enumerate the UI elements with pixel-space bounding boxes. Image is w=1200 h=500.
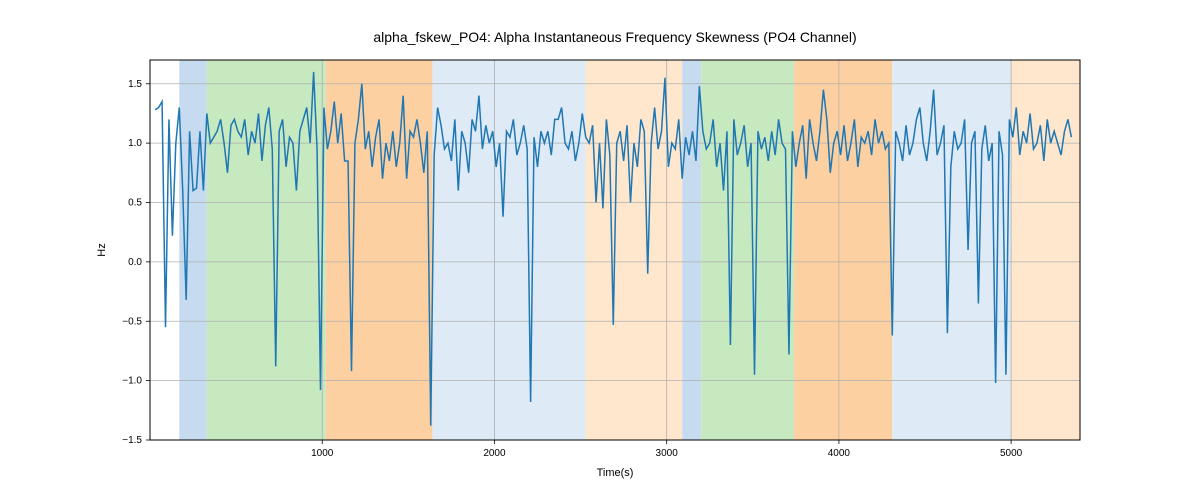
chart-title: alpha_fskew_PO4: Alpha Instantaneous Fre… bbox=[373, 29, 856, 45]
y-tick-label: −1.5 bbox=[122, 435, 142, 446]
y-tick-label: 0.5 bbox=[128, 198, 142, 209]
band-9 bbox=[1011, 60, 1080, 440]
x-tick-label: 5000 bbox=[1000, 448, 1023, 459]
x-tick-label: 3000 bbox=[656, 448, 679, 459]
x-axis-label: Time(s) bbox=[597, 467, 634, 479]
y-axis-label: Hz bbox=[96, 243, 108, 256]
y-tick-label: 1.5 bbox=[128, 79, 142, 90]
band-0 bbox=[179, 60, 207, 440]
band-4 bbox=[586, 60, 682, 440]
background-bands bbox=[179, 60, 1080, 440]
x-tick-label: 4000 bbox=[828, 448, 851, 459]
chart-container: 1000 2000 3000 4000 5000 −1.5 −1.0 −0.5 0.0 0.5 1.… bbox=[0, 0, 1200, 500]
x-tick-label: 1000 bbox=[311, 448, 334, 459]
band-7 bbox=[794, 60, 892, 440]
y-tick-label: 0.0 bbox=[128, 257, 142, 268]
y-tick-label: 1.0 bbox=[128, 138, 142, 149]
y-tick-label: −1.0 bbox=[122, 376, 142, 387]
chart-svg: 1000 2000 3000 4000 5000 −1.5 −1.0 −0.5 0.0 0.5 1.… bbox=[0, 0, 1200, 500]
band-6 bbox=[701, 60, 794, 440]
x-tick-label: 2000 bbox=[483, 448, 506, 459]
y-tick-label: −0.5 bbox=[122, 316, 142, 327]
